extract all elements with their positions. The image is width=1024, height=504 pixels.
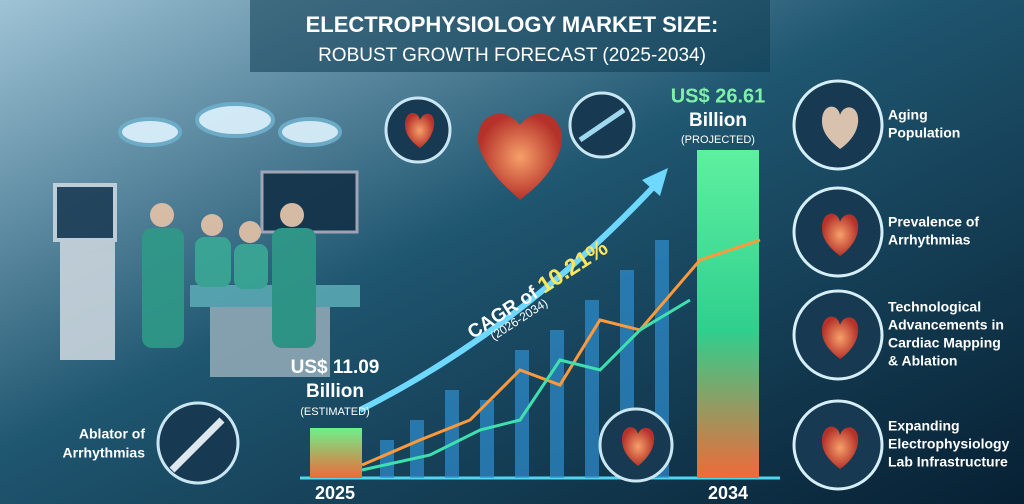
driver-line: & Ablation: [888, 353, 957, 369]
badge-line: Ablator of: [79, 426, 145, 442]
driver-line: Cardiac Mapping: [888, 335, 1001, 351]
drivers: Aging Population Prevalence of Arrhythmias T…: [792, 79, 1010, 491]
operating-room: [53, 102, 360, 377]
start-unit: Billion: [306, 381, 364, 402]
end-year: 2034: [708, 483, 748, 503]
badge-line: Arrhythmias: [63, 445, 146, 461]
start-amount: US$ 11.09: [291, 357, 380, 378]
driver-heart: [822, 213, 859, 256]
driver-line: Expanding: [888, 418, 960, 434]
growth-graphic: [300, 91, 780, 483]
driver-line: Prevalence of: [888, 214, 979, 230]
driver-line: Lab Infrastructure: [888, 454, 1008, 470]
driver-line: Arrhythmias: [888, 232, 971, 248]
title-band: [250, 0, 770, 72]
driver-heart: [822, 426, 859, 469]
driver-line: Aging: [888, 107, 928, 123]
driver-line: Technological: [888, 299, 981, 315]
driver-line: Advancements in: [888, 317, 1004, 333]
start-year: 2025: [315, 483, 355, 503]
end-amount: US$ 26.61: [671, 85, 766, 107]
start-note: (ESTIMATED): [300, 406, 369, 418]
left-badge: Ablator of Arrhythmias: [63, 426, 146, 461]
end-note: (PROJECTED): [681, 134, 755, 146]
driver-line: Electrophysiology: [888, 436, 1010, 452]
catheter: [169, 417, 225, 473]
driver-heart: [822, 106, 859, 149]
end-unit: Billion: [689, 110, 747, 131]
title: ELECTROPHYSIOLOGY MARKET SIZE:: [306, 12, 719, 37]
driver-heart: [822, 316, 859, 359]
subtitle: ROBUST GROWTH FORECAST (2025-2034): [318, 45, 706, 66]
driver-line: Population: [888, 125, 960, 141]
